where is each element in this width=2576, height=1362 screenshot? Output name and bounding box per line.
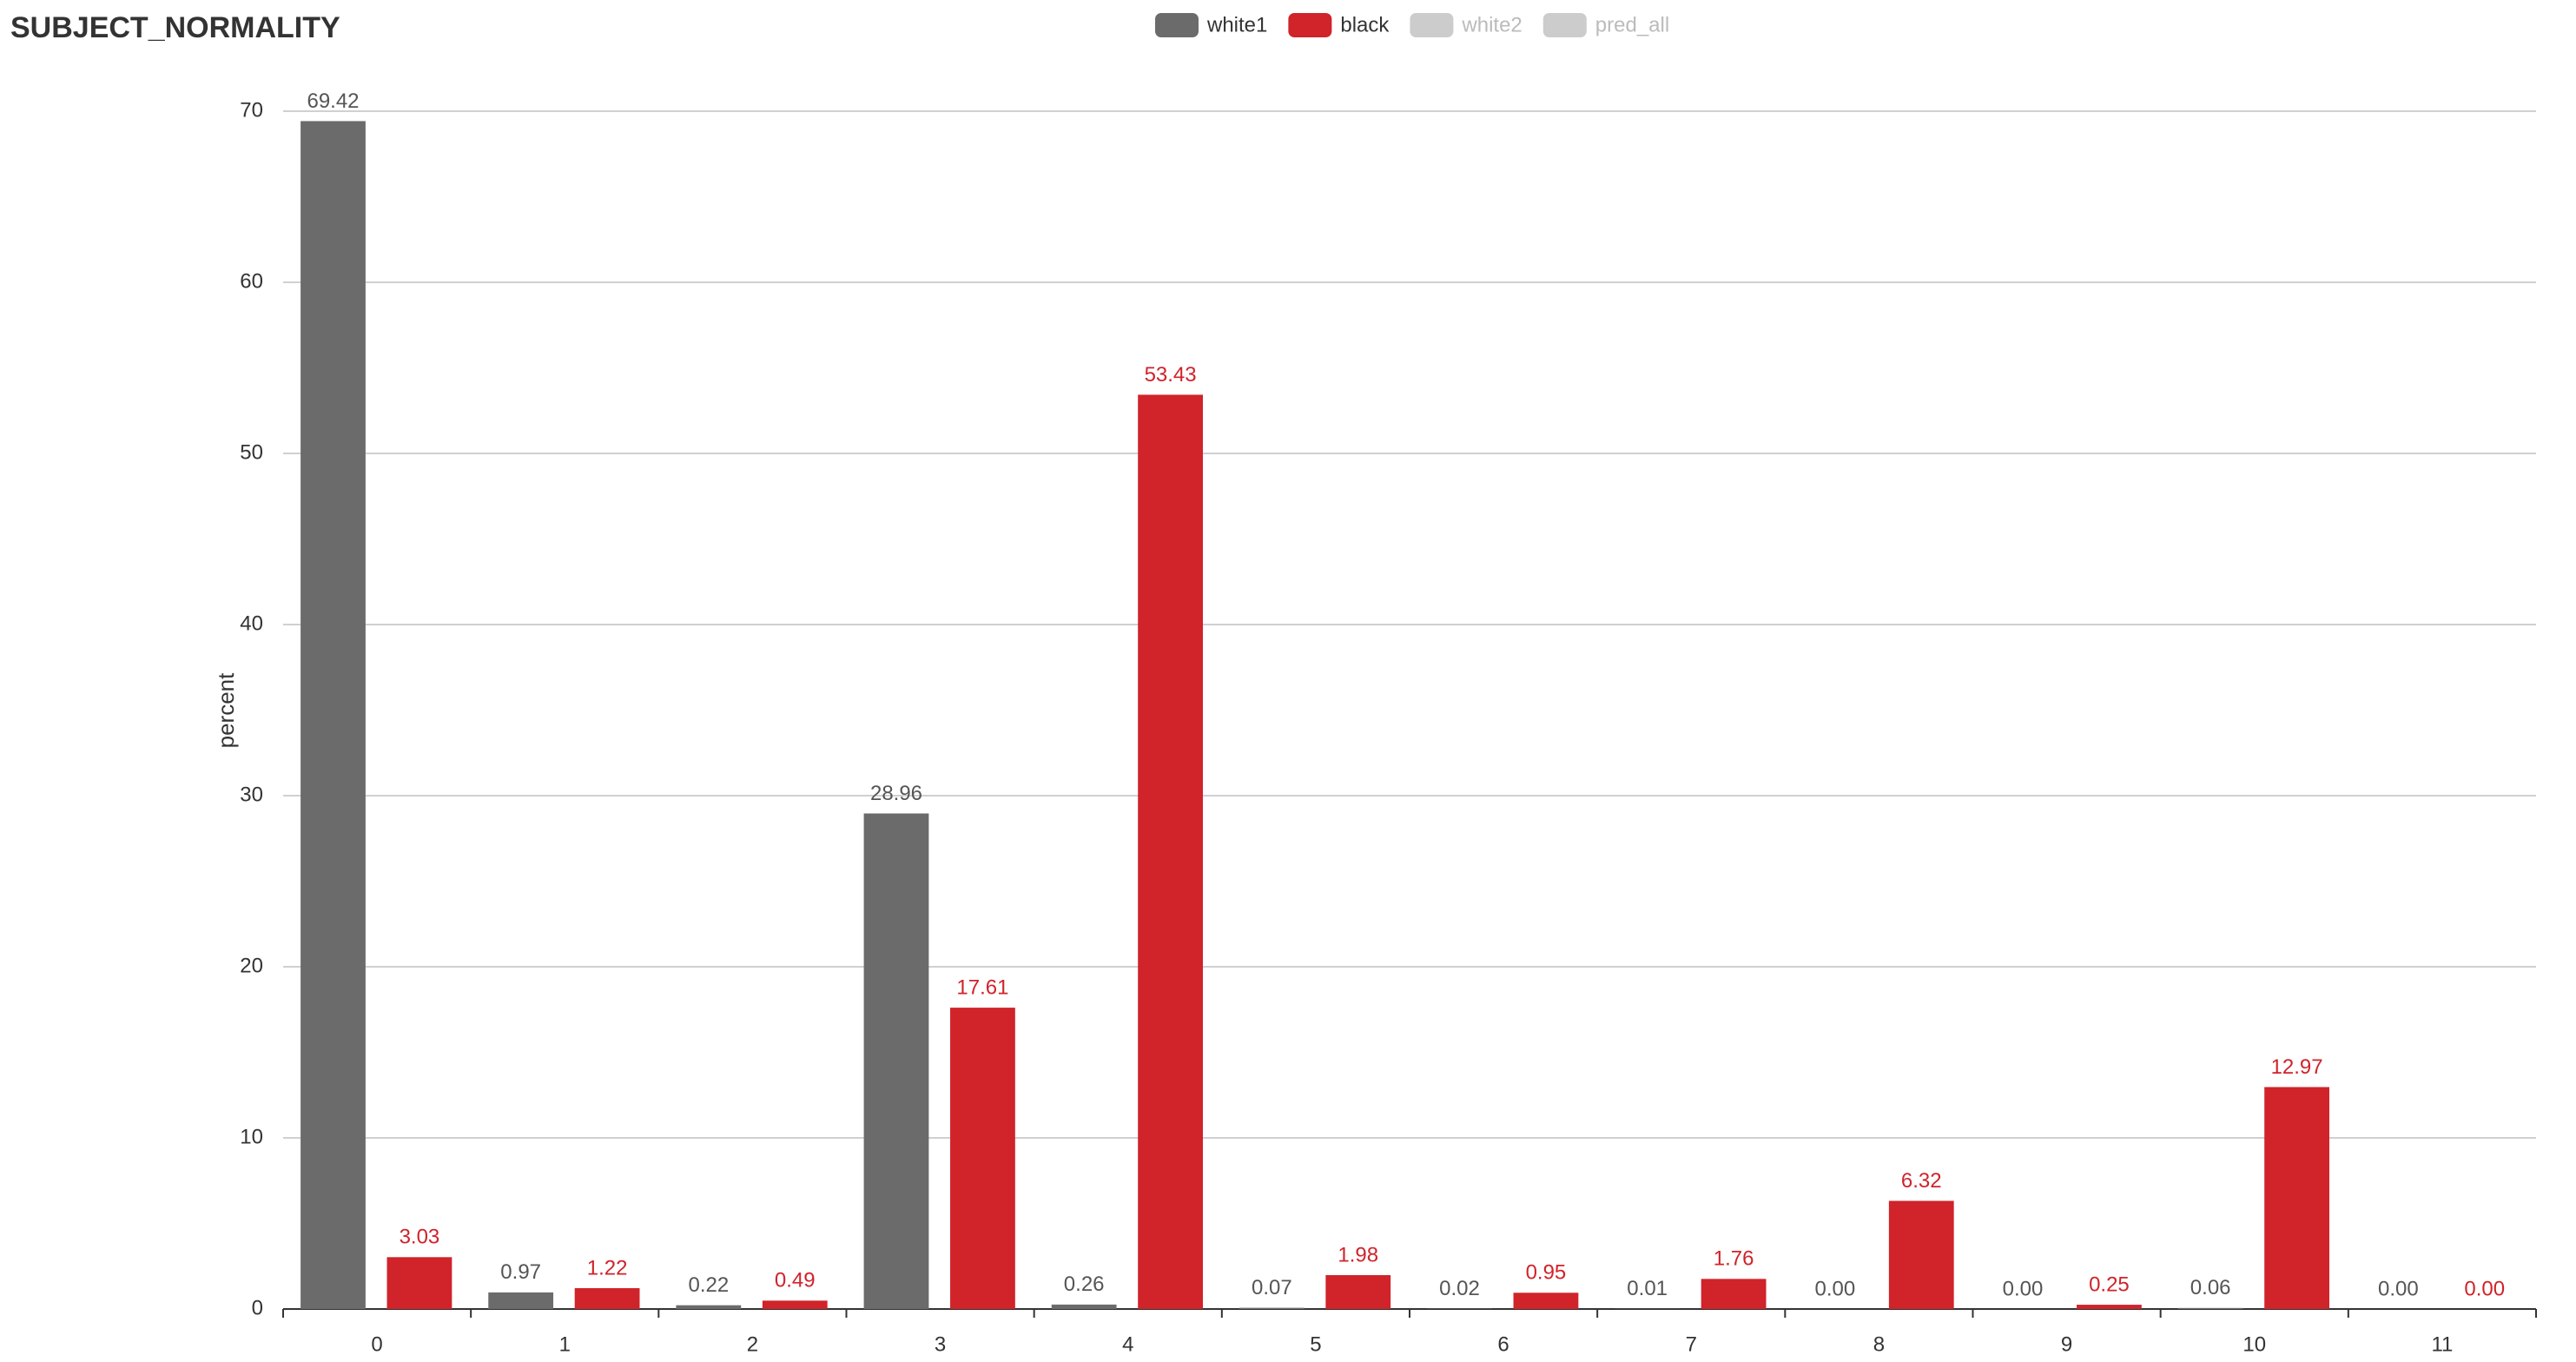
- x-tick-label: 0: [371, 1332, 382, 1356]
- y-tick-label: 50: [240, 440, 263, 464]
- legend-swatch[interactable]: [1542, 13, 1587, 37]
- legend-label[interactable]: black: [1340, 13, 1390, 36]
- bar: [762, 1300, 828, 1309]
- bar: [950, 1008, 1015, 1309]
- y-axis-label: percent: [213, 672, 239, 748]
- y-tick-label: 10: [240, 1125, 263, 1148]
- x-tick-label: 6: [1497, 1332, 1509, 1356]
- value-label: 1.22: [587, 1256, 628, 1279]
- y-tick-label: 60: [240, 269, 263, 293]
- value-label: 0.02: [1439, 1277, 1480, 1300]
- bar: [1238, 1307, 1305, 1309]
- x-tick-label: 11: [2431, 1332, 2453, 1356]
- value-label: 0.26: [1064, 1273, 1105, 1296]
- value-label: 69.42: [307, 89, 359, 113]
- bar: [488, 1292, 554, 1309]
- y-tick-label: 40: [240, 612, 263, 635]
- y-tick-label: 0: [252, 1296, 263, 1319]
- x-tick-label: 5: [1310, 1332, 1321, 1356]
- value-label: 6.32: [1901, 1169, 1942, 1193]
- x-tick-label: 10: [2242, 1332, 2266, 1356]
- value-label: 0.00: [2003, 1277, 2044, 1300]
- x-tick-label: 3: [935, 1332, 946, 1356]
- value-label: 0.00: [2378, 1277, 2419, 1300]
- bar: [2177, 1307, 2243, 1309]
- value-label: 0.22: [688, 1273, 729, 1297]
- value-label: 0.97: [500, 1260, 541, 1284]
- value-label: 0.06: [2190, 1276, 2231, 1299]
- bar: [1513, 1293, 1579, 1309]
- value-label: 28.96: [870, 782, 922, 805]
- x-tick-label: 4: [1122, 1332, 1133, 1356]
- legend-label[interactable]: pred_all: [1595, 13, 1669, 36]
- value-label: 53.43: [1145, 363, 1197, 387]
- y-tick-label: 30: [240, 783, 263, 806]
- bar: [1701, 1279, 1767, 1309]
- value-label: 0.00: [2464, 1277, 2505, 1300]
- x-tick-label: 1: [559, 1332, 571, 1356]
- x-tick-label: 7: [1686, 1332, 1697, 1356]
- value-label: 17.61: [956, 975, 1008, 999]
- value-label: 1.76: [1714, 1247, 1754, 1271]
- value-label: 3.03: [400, 1226, 440, 1249]
- bar: [863, 813, 929, 1309]
- legend-swatch[interactable]: [1155, 13, 1199, 37]
- y-tick-label: 20: [240, 954, 263, 977]
- bar: [1138, 394, 1204, 1310]
- chart-title: SUBJECT_NORMALITY: [10, 11, 340, 44]
- legend-label[interactable]: white1: [1206, 13, 1267, 36]
- bar: [301, 121, 366, 1309]
- bar: [2077, 1305, 2142, 1309]
- y-tick-label: 70: [240, 98, 263, 122]
- value-label: 12.97: [2271, 1055, 2323, 1079]
- value-label: 0.95: [1526, 1261, 1567, 1285]
- x-tick-label: 9: [2061, 1332, 2072, 1356]
- value-label: 0.25: [2089, 1273, 2130, 1296]
- x-tick-label: 8: [1873, 1332, 1885, 1356]
- bar: [1051, 1304, 1117, 1309]
- legend-swatch[interactable]: [1288, 13, 1332, 37]
- bar: [2264, 1087, 2330, 1309]
- value-label: 0.01: [1627, 1277, 1668, 1300]
- bar: [386, 1257, 452, 1309]
- bar: [574, 1287, 640, 1309]
- value-label: 0.07: [1252, 1276, 1292, 1299]
- bar: [676, 1305, 742, 1309]
- bar: [1325, 1274, 1391, 1309]
- legend-swatch[interactable]: [1410, 13, 1454, 37]
- value-label: 0.00: [1814, 1277, 1855, 1300]
- legend-label[interactable]: white2: [1461, 13, 1522, 36]
- value-label: 0.49: [775, 1269, 816, 1293]
- value-label: 1.98: [1338, 1243, 1378, 1266]
- bar: [1888, 1200, 1954, 1309]
- x-tick-label: 2: [747, 1332, 758, 1356]
